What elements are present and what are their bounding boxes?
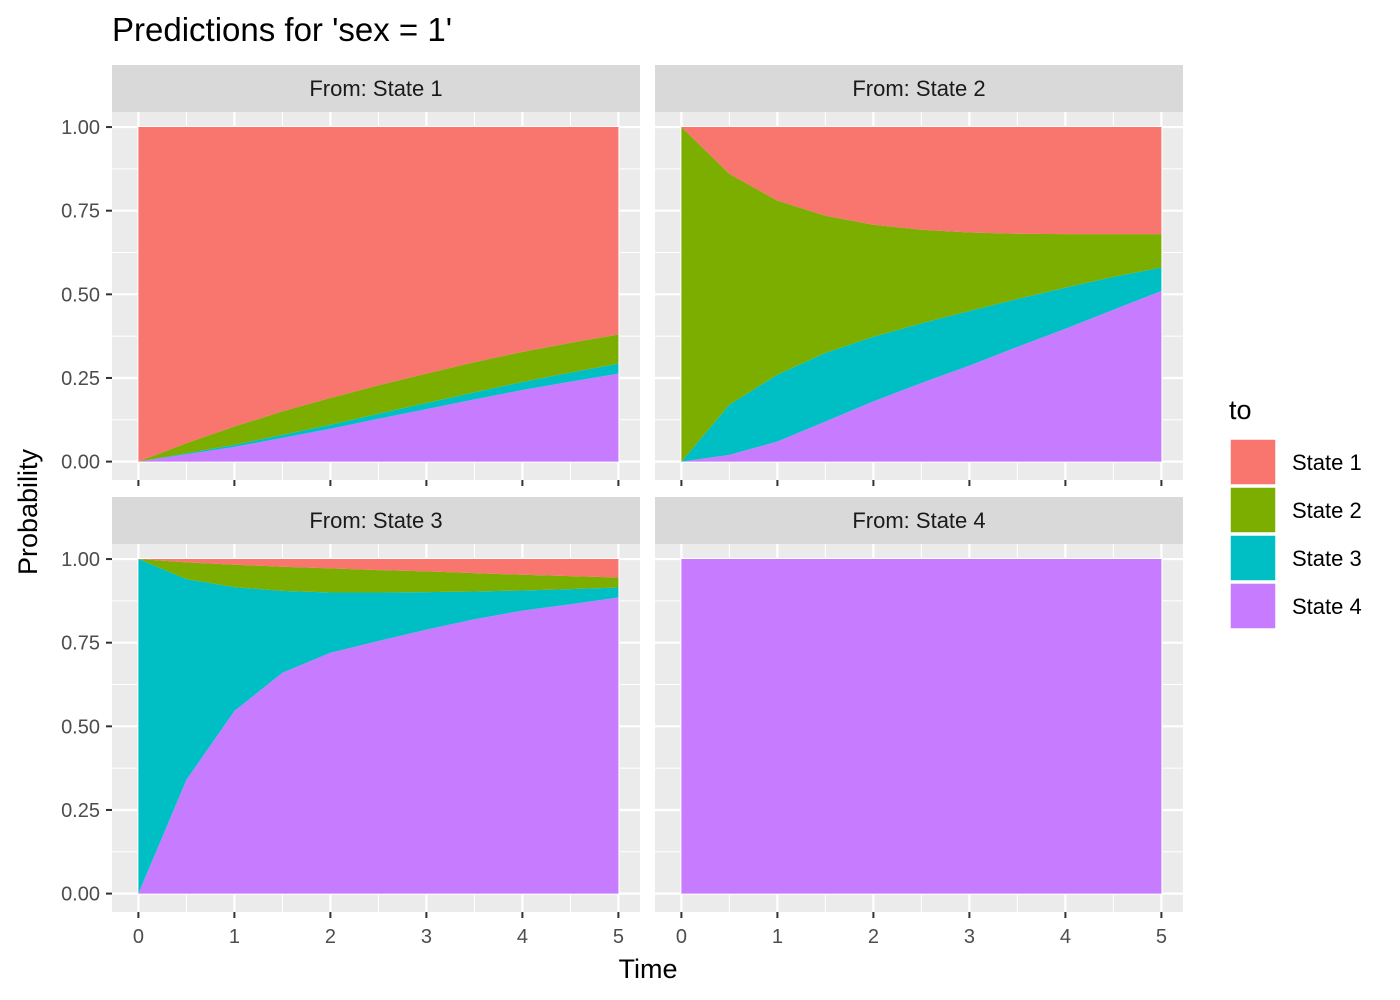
x-tick-label: 0 xyxy=(133,926,144,948)
strip-label: From: State 1 xyxy=(309,76,442,101)
x-tick-label: 5 xyxy=(613,926,624,948)
y-tick-label: 0.00 xyxy=(61,452,100,474)
x-tick-label: 2 xyxy=(325,926,336,948)
panel-2: From: State 2 xyxy=(655,65,1183,486)
area-state-3 xyxy=(138,363,619,462)
legend-items: State 1 State 2 State 3 State 4 xyxy=(1229,438,1362,630)
legend-title: to xyxy=(1229,395,1252,425)
legend-swatch xyxy=(1229,534,1277,582)
area-state-4 xyxy=(138,373,619,462)
x-tick-label: 1 xyxy=(229,926,240,948)
x-tick-label: 5 xyxy=(1156,926,1167,948)
legend: to State 1 State 2 State 3 State 4 xyxy=(1229,395,1362,630)
panel-3: From: State 3 0 1 2 3 4 5 0.00 0.25 0.50 0.75 1.00 xyxy=(61,497,640,948)
area-state-4 xyxy=(681,559,1162,894)
y-tick-label: 0.25 xyxy=(61,368,100,390)
legend-item-state-1: State 1 xyxy=(1229,438,1362,486)
y-tick-label: 0.75 xyxy=(61,633,100,655)
panel-1: From: State 1 0.00 0.25 0.50 0.75 1.00 xyxy=(61,65,640,486)
legend-label: State 2 xyxy=(1292,498,1362,523)
y-tick-label: 0.75 xyxy=(61,201,100,223)
legend-item-state-3: State 3 xyxy=(1229,534,1362,582)
legend-label: State 1 xyxy=(1292,450,1362,475)
x-tick-label: 0 xyxy=(676,926,687,948)
area-state-2 xyxy=(681,127,1162,462)
legend-label: State 4 xyxy=(1292,594,1362,619)
x-tick-label: 4 xyxy=(517,926,528,948)
x-tick-label: 3 xyxy=(421,926,432,948)
strip-label: From: State 2 xyxy=(852,76,985,101)
y-axis-title: Probability xyxy=(13,448,43,575)
legend-swatch xyxy=(1229,486,1277,534)
area-state-2 xyxy=(138,334,619,462)
strip-label: From: State 4 xyxy=(852,508,985,533)
legend-swatch xyxy=(1229,582,1277,630)
x-tick-label: 2 xyxy=(868,926,879,948)
x-tick-label: 3 xyxy=(964,926,975,948)
area-state-1 xyxy=(138,559,619,578)
area-state-3 xyxy=(138,559,619,894)
strip-background xyxy=(112,497,640,544)
panel-4: From: State 4 0 1 2 3 4 5 xyxy=(655,497,1183,948)
y-tick-label: 1.00 xyxy=(61,549,100,571)
legend-item-state-2: State 2 xyxy=(1229,486,1362,534)
legend-label: State 3 xyxy=(1292,546,1362,571)
area-state-1 xyxy=(138,127,619,462)
x-tick-label: 1 xyxy=(772,926,783,948)
y-tick-label: 0.00 xyxy=(61,884,100,906)
x-tick-label: 4 xyxy=(1060,926,1071,948)
area-state-4 xyxy=(138,597,619,894)
y-tick-label: 0.50 xyxy=(61,284,100,306)
legend-item-state-4: State 4 xyxy=(1229,582,1362,630)
area-state-1 xyxy=(681,127,1162,235)
strip-background xyxy=(112,65,640,112)
area-state-4 xyxy=(681,290,1162,462)
legend-swatch xyxy=(1229,438,1277,486)
y-tick-label: 1.00 xyxy=(61,117,100,139)
x-axis-title: Time xyxy=(619,954,678,984)
y-tick-label: 0.25 xyxy=(61,800,100,822)
strip-label: From: State 3 xyxy=(309,508,442,533)
y-tick-label: 0.50 xyxy=(61,716,100,738)
area-state-3 xyxy=(681,267,1162,462)
area-state-2 xyxy=(138,559,619,593)
strip-background xyxy=(655,497,1183,544)
chart-title: Predictions for 'sex = 1' xyxy=(112,11,452,48)
strip-background xyxy=(655,65,1183,112)
